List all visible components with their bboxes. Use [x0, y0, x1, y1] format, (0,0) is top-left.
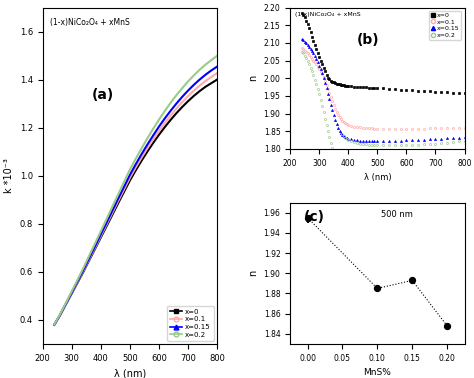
- Text: (b): (b): [356, 33, 379, 47]
- Text: (c): (c): [304, 210, 325, 224]
- Point: [304, 215, 311, 221]
- X-axis label: λ (nm): λ (nm): [114, 368, 146, 378]
- X-axis label: λ (nm): λ (nm): [364, 173, 391, 182]
- Y-axis label: n: n: [248, 270, 258, 276]
- X-axis label: MnS%: MnS%: [364, 368, 392, 377]
- Legend: x=0, x=0.1, x=0.15, x=0.2: x=0, x=0.1, x=0.15, x=0.2: [429, 11, 461, 40]
- Y-axis label: n: n: [248, 75, 258, 81]
- Point: [443, 323, 451, 329]
- Text: (1-x)NiCo₂O₄ + xMnS: (1-x)NiCo₂O₄ + xMnS: [295, 12, 361, 17]
- Legend: x=0, x=0.1, x=0.15, x=0.2: x=0, x=0.1, x=0.15, x=0.2: [167, 306, 213, 341]
- Y-axis label: k *10⁻³: k *10⁻³: [4, 158, 14, 193]
- Text: 500 nm: 500 nm: [381, 210, 413, 219]
- Text: (1-x)NiCo₂O₄ + xMnS: (1-x)NiCo₂O₄ + xMnS: [50, 18, 129, 27]
- Text: (a): (a): [91, 88, 114, 102]
- Point: [374, 285, 381, 291]
- Point: [409, 277, 416, 284]
